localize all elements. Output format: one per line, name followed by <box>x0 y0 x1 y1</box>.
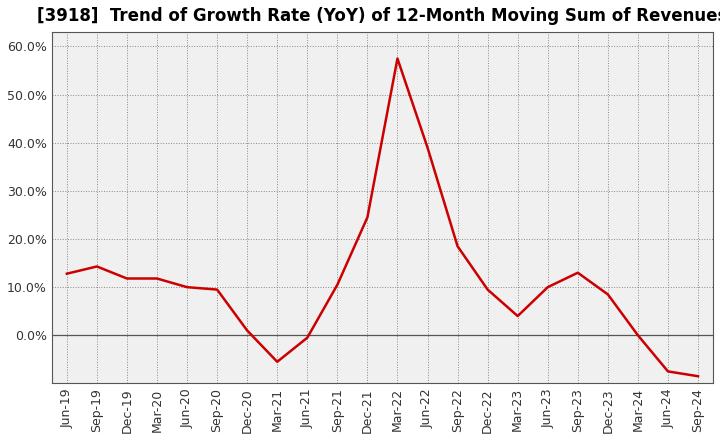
Title: [3918]  Trend of Growth Rate (YoY) of 12-Month Moving Sum of Revenues: [3918] Trend of Growth Rate (YoY) of 12-… <box>37 7 720 25</box>
